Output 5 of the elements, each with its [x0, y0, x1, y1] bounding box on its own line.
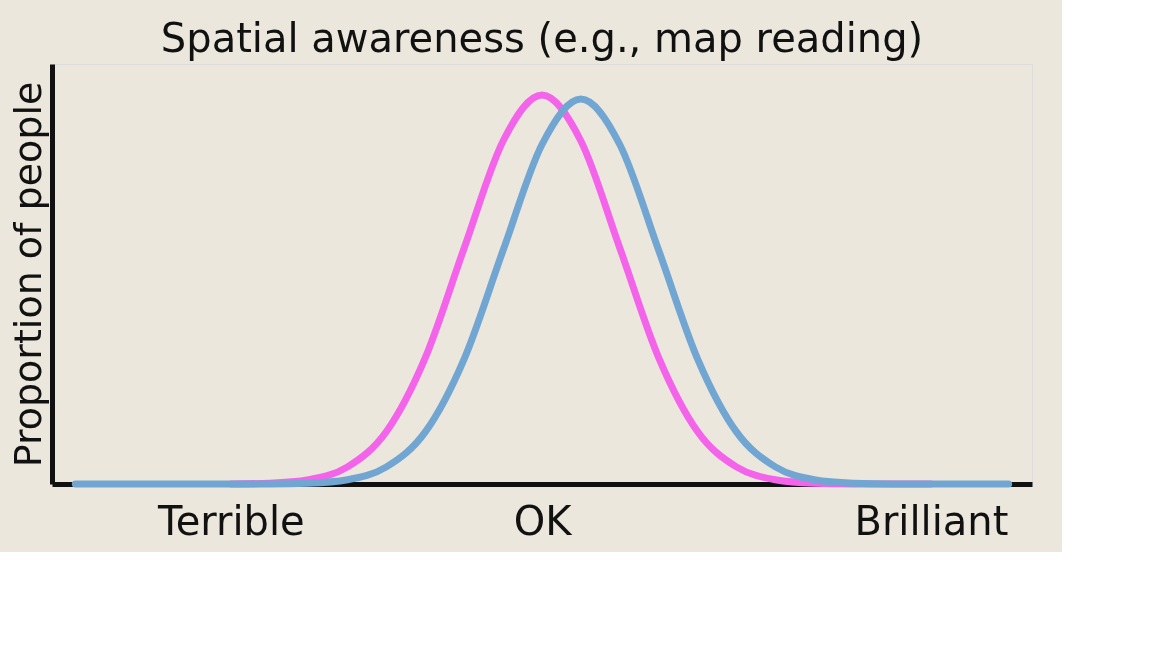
x-tick-label: Brilliant: [854, 497, 1009, 544]
chart-title: Spatial awareness (e.g., map reading): [160, 15, 924, 61]
x-tick-label: Terrible: [157, 497, 305, 544]
x-tick-label: OK: [513, 497, 574, 544]
y-axis-title: Proportion of people: [5, 81, 50, 468]
